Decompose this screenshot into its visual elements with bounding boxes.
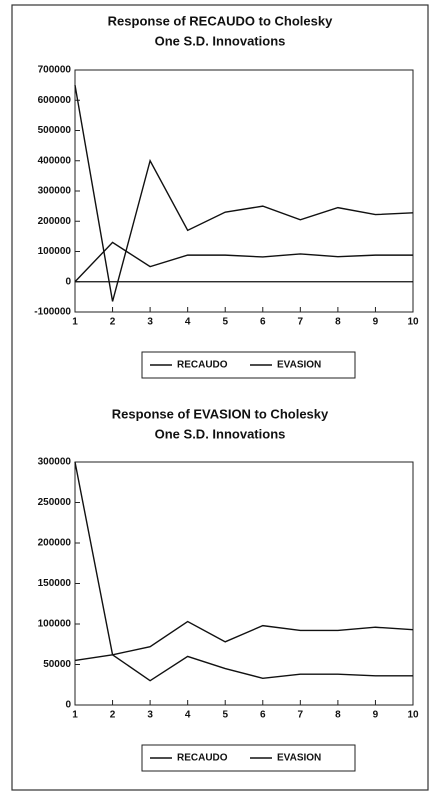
chart-subtitle: One S.D. Innovations: [155, 33, 286, 48]
chart-title: Response of RECAUDO to Cholesky: [108, 13, 333, 28]
legend-box: [141, 351, 356, 379]
x-tick-label: 9: [373, 710, 379, 721]
series-line: [74, 85, 414, 302]
plot-frame: [74, 69, 414, 313]
x-tick-label: 7: [298, 317, 304, 328]
y-tick-label: 700000: [38, 65, 72, 76]
legend-label: EVASION: [277, 360, 321, 371]
y-tick-label: 300000: [38, 186, 72, 197]
series-line: [74, 241, 413, 283]
x-tick-label: 3: [147, 710, 153, 721]
x-tick-label: 5: [222, 317, 228, 328]
panel-border: [11, 4, 429, 791]
legend-label: RECAUDO: [177, 753, 228, 764]
chart-subtitle: One S.D. Innovations: [155, 426, 286, 441]
y-tick-label: 100000: [38, 619, 72, 630]
y-tick-label: 300000: [38, 457, 72, 468]
x-tick-label: 5: [222, 710, 228, 721]
chart-title: Response of EVASION to Cholesky: [112, 406, 329, 421]
series-line: [74, 461, 413, 682]
y-tick-label: 0: [65, 276, 71, 287]
y-tick-label: 400000: [38, 155, 72, 166]
y-tick-label: 200000: [38, 538, 72, 549]
x-tick-label: 2: [110, 317, 116, 328]
x-tick-label: 6: [260, 710, 266, 721]
legend-box: [141, 744, 356, 772]
y-tick-label: 0: [65, 700, 71, 711]
x-tick-label: 6: [260, 317, 266, 328]
legend-label: EVASION: [277, 753, 321, 764]
x-tick-label: 7: [298, 710, 304, 721]
series-line: [74, 620, 414, 662]
x-tick-label: 9: [373, 317, 379, 328]
y-tick-label: 150000: [38, 578, 72, 589]
x-tick-label: 8: [335, 710, 341, 721]
y-tick-label: 100000: [38, 246, 72, 257]
y-tick-label: 600000: [38, 95, 72, 106]
x-tick-label: 1: [72, 317, 78, 328]
y-tick-label: 250000: [38, 497, 72, 508]
x-tick-label: 3: [147, 317, 153, 328]
x-tick-label: 10: [407, 710, 419, 721]
legend-label: RECAUDO: [177, 360, 228, 371]
x-tick-label: 8: [335, 317, 341, 328]
x-tick-label: 2: [110, 710, 116, 721]
plot-frame: [74, 461, 414, 706]
y-tick-label: 200000: [38, 216, 72, 227]
y-tick-label: -100000: [34, 307, 71, 318]
y-tick-label: 500000: [38, 125, 72, 136]
x-tick-label: 4: [185, 710, 191, 721]
y-tick-label: 50000: [43, 659, 71, 670]
x-tick-label: 4: [185, 317, 191, 328]
x-tick-label: 10: [407, 317, 419, 328]
x-tick-label: 1: [72, 710, 78, 721]
